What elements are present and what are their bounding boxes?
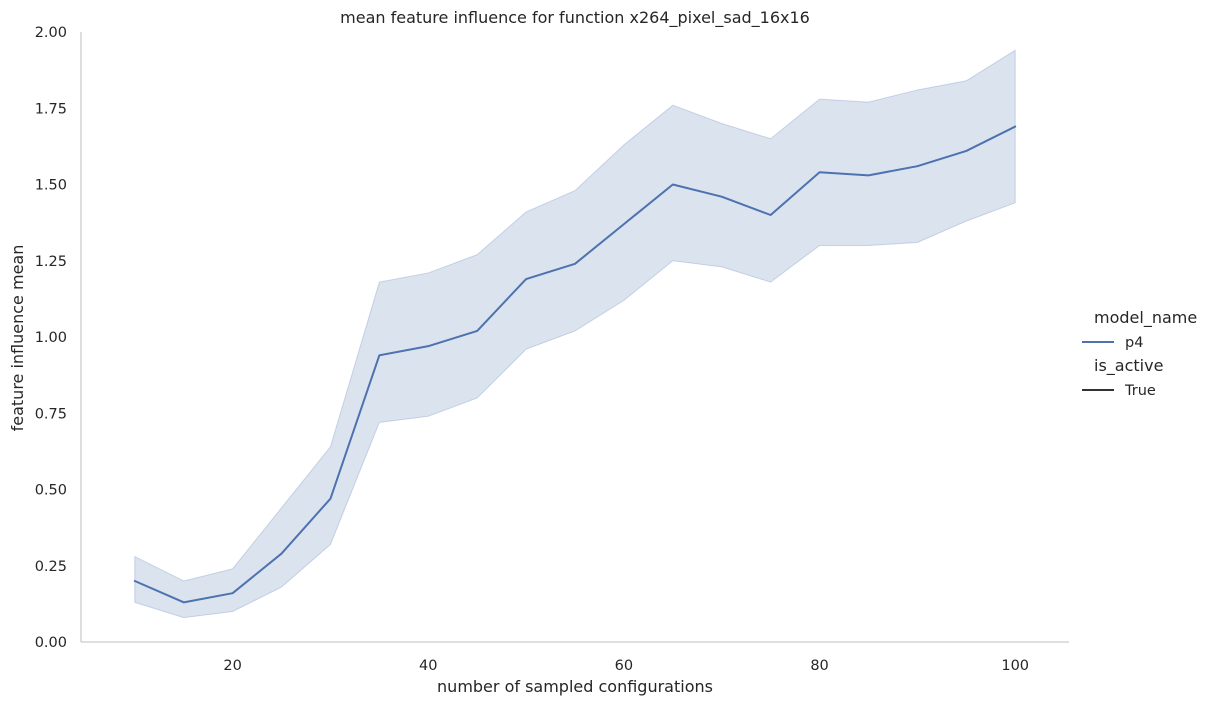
y-tick-label: 0.75 (35, 406, 67, 422)
y-tick-label: 0.50 (35, 483, 67, 499)
data-point (867, 174, 869, 176)
data-point (280, 552, 282, 554)
chart-title: mean feature influence for function x264… (340, 8, 810, 28)
y-tick-label: 1.25 (35, 254, 67, 270)
data-point (134, 580, 136, 582)
y-axis-label: feature influence mean (8, 245, 27, 432)
data-point (1014, 125, 1016, 127)
x-tick-label: 20 (223, 658, 241, 674)
data-point (378, 354, 380, 356)
y-tick-label: 0.25 (35, 559, 67, 575)
data-point (574, 263, 576, 265)
data-point (916, 165, 918, 167)
data-point (476, 330, 478, 332)
legend: model_name p4 is_active True (1082, 308, 1197, 399)
legend-entry-label: p4 (1125, 335, 1143, 351)
x-axis-label: number of sampled configurations (437, 677, 713, 696)
x-axis-ticks: 20 40 60 80 100 (223, 658, 1029, 674)
confidence-band-p4 (134, 49, 1016, 619)
plot-area (133, 49, 1017, 619)
y-tick-label: 1.75 (35, 101, 67, 117)
x-tick-label: 100 (1001, 658, 1029, 674)
y-axis-ticks: 0.00 0.25 0.50 0.75 1.00 1.25 1.50 1.75 2.00 (35, 25, 67, 651)
data-point (427, 345, 429, 347)
legend-title: model_name (1094, 308, 1197, 328)
data-point (525, 278, 527, 280)
data-point (183, 601, 185, 603)
legend-title: is_active (1094, 356, 1163, 376)
data-point (623, 223, 625, 225)
axes (80, 32, 1069, 643)
data-point (672, 183, 674, 185)
y-tick-label: 0.00 (35, 635, 67, 651)
x-tick-label: 40 (419, 658, 437, 674)
y-tick-label: 1.00 (35, 330, 67, 346)
x-tick-label: 60 (615, 658, 633, 674)
data-point (965, 150, 967, 152)
data-point (769, 214, 771, 216)
data-point (231, 592, 233, 594)
x-tick-label: 80 (810, 658, 828, 674)
series-line-p4 (133, 125, 1017, 604)
data-point (721, 196, 723, 198)
y-tick-label: 2.00 (35, 25, 67, 41)
data-point (329, 497, 331, 499)
y-tick-label: 1.50 (35, 178, 67, 194)
legend-entry-label: True (1124, 383, 1156, 399)
data-point (818, 171, 820, 173)
